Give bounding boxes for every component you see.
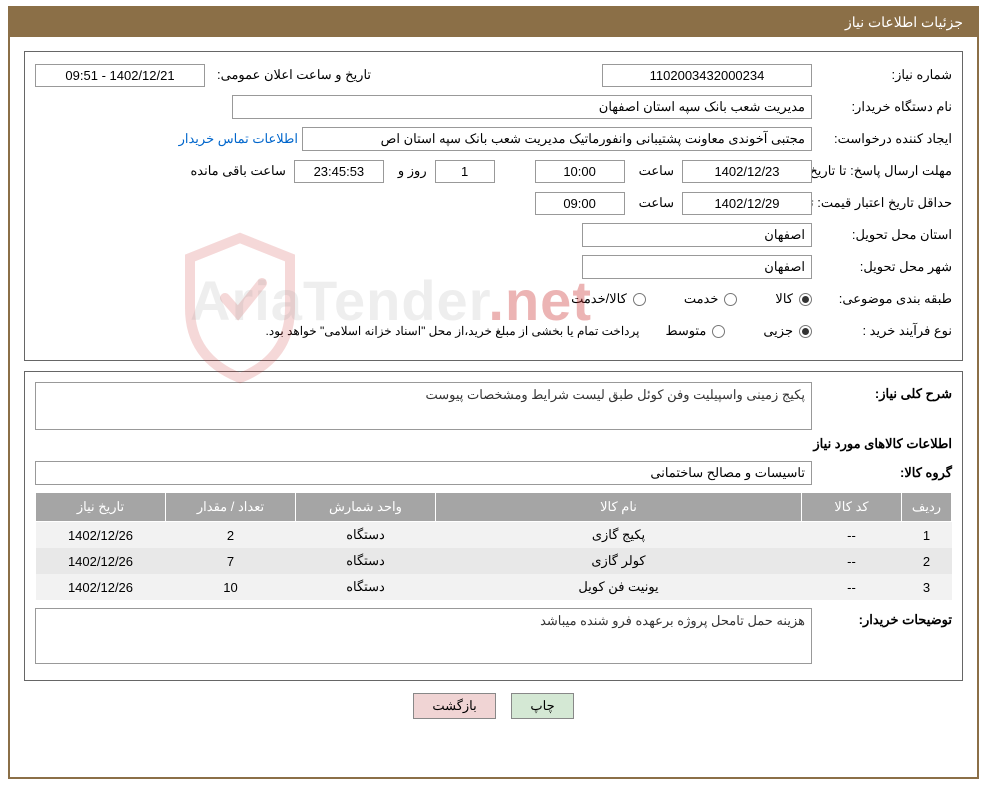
announce-label: تاریخ و ساعت اعلان عمومی: xyxy=(211,67,371,83)
province-label: استان محل تحویل: xyxy=(812,227,952,243)
cell-qty: 2 xyxy=(166,522,296,549)
content-area: شماره نیاز: 1102003432000234 تاریخ و ساع… xyxy=(10,37,977,733)
need-desc-text: پکیج زمینی واسپیلیت وفن کوئل طبق لیست شر… xyxy=(425,387,805,402)
radio-kala-khadamat-label: کالا/خدمت xyxy=(565,291,627,307)
buyer-note-label: توضیحات خریدار: xyxy=(812,608,952,628)
cell-date: 1402/12/26 xyxy=(36,548,166,574)
city-label: شهر محل تحویل: xyxy=(812,259,952,275)
validity-hour-value: 09:00 xyxy=(535,192,625,215)
radio-kala[interactable] xyxy=(799,293,812,306)
radio-kala-label: کالا xyxy=(769,291,793,307)
remaining-label: ساعت باقی مانده xyxy=(184,163,285,179)
days-left-value: 1 xyxy=(435,160,495,183)
row-deadline: مهلت ارسال پاسخ: تا تاریخ: 1402/12/23 سا… xyxy=(35,158,952,184)
th-code: کد کالا xyxy=(802,493,902,522)
row-org: نام دستگاه خریدار: مدیریت شعب بانک سپه ا… xyxy=(35,94,952,120)
requester-value: مجتبی آخوندی معاونت پشتیبانی وانفورماتیک… xyxy=(302,127,812,151)
province-value: اصفهان xyxy=(582,223,812,247)
group-value: تاسیسات و مصالح ساختمانی xyxy=(35,461,812,485)
cell-name: پکیج گازی xyxy=(436,522,802,549)
row-need-number: شماره نیاز: 1102003432000234 تاریخ و ساع… xyxy=(35,62,952,88)
group-label: گروه کالا: xyxy=(812,465,952,481)
deadline-hour-value: 10:00 xyxy=(535,160,625,183)
table-header-row: ردیف کد کالا نام کالا واحد شمارش تعداد /… xyxy=(36,493,952,522)
need-details-panel: شرح کلی نیاز: پکیج زمینی واسپیلیت وفن کو… xyxy=(24,371,963,681)
need-number-value: 1102003432000234 xyxy=(602,64,812,87)
row-city: شهر محل تحویل: اصفهان xyxy=(35,254,952,280)
table-row: 3 -- یونیت فن کویل دستگاه 10 1402/12/26 xyxy=(36,574,952,600)
need-desc-label: شرح کلی نیاز: xyxy=(812,382,952,402)
validity-date-value: 1402/12/29 xyxy=(682,192,812,215)
th-date: تاریخ نیاز xyxy=(36,493,166,522)
classification-label: طبقه بندی موضوعی: xyxy=(812,291,952,307)
back-button[interactable]: بازگشت xyxy=(413,693,495,719)
row-group: گروه کالا: تاسیسات و مصالح ساختمانی xyxy=(35,460,952,486)
purchase-type-radio-group: جزیی متوسط xyxy=(659,323,812,339)
need-number-label: شماره نیاز: xyxy=(812,67,952,83)
radio-khadamat[interactable] xyxy=(724,293,737,306)
cell-unit: دستگاه xyxy=(296,574,436,600)
print-button[interactable]: چاپ xyxy=(511,693,573,719)
cell-n: 1 xyxy=(902,522,952,549)
row-requester: ایجاد کننده درخواست: مجتبی آخوندی معاونت… xyxy=(35,126,952,152)
button-bar: چاپ بازگشت xyxy=(24,693,963,719)
radio-kala-khadamat[interactable] xyxy=(633,293,646,306)
cell-date: 1402/12/26 xyxy=(36,574,166,600)
validity-hour-label: ساعت xyxy=(633,195,674,211)
row-purchase-type: نوع فرآیند خرید : جزیی متوسط پرداخت تمام… xyxy=(35,318,952,344)
purchase-type-note: پرداخت تمام یا بخشی از مبلغ خرید،از محل … xyxy=(266,324,640,338)
table-row: 2 -- کولر گازی دستگاه 7 1402/12/26 xyxy=(36,548,952,574)
page-title: جزئیات اطلاعات نیاز xyxy=(845,14,963,30)
cell-unit: دستگاه xyxy=(296,522,436,549)
purchase-type-label: نوع فرآیند خرید : xyxy=(812,323,952,339)
org-value: مدیریت شعب بانک سپه استان اصفهان xyxy=(232,95,812,119)
cell-code: -- xyxy=(802,574,902,600)
cell-unit: دستگاه xyxy=(296,548,436,574)
radio-jozi[interactable] xyxy=(799,325,812,338)
validity-label: حداقل تاریخ اعتبار قیمت: تا تاریخ: xyxy=(812,195,952,211)
announce-value: 1402/12/21 - 09:51 xyxy=(35,64,205,87)
row-validity: حداقل تاریخ اعتبار قیمت: تا تاریخ: 1402/… xyxy=(35,190,952,216)
cell-code: -- xyxy=(802,548,902,574)
requester-label: ایجاد کننده درخواست: xyxy=(812,131,952,147)
main-frame: جزئیات اطلاعات نیاز شماره نیاز: 11020034… xyxy=(8,6,979,779)
city-value: اصفهان xyxy=(582,255,812,279)
classification-radio-group: کالا خدمت کالا/خدمت xyxy=(565,291,812,307)
cell-name: یونیت فن کویل xyxy=(436,574,802,600)
radio-motavaset[interactable] xyxy=(712,325,725,338)
cell-date: 1402/12/26 xyxy=(36,522,166,549)
radio-khadamat-label: خدمت xyxy=(678,291,719,307)
items-table: ردیف کد کالا نام کالا واحد شمارش تعداد /… xyxy=(35,492,952,600)
cell-name: کولر گازی xyxy=(436,548,802,574)
deadline-date-value: 1402/12/23 xyxy=(682,160,812,183)
table-row: 1 -- پکیج گازی دستگاه 2 1402/12/26 xyxy=(36,522,952,549)
buyer-note-textarea[interactable]: هزینه حمل تامحل پروژه برعهده فرو شنده می… xyxy=(35,608,812,664)
day-word: روز و xyxy=(392,163,427,179)
cell-qty: 10 xyxy=(166,574,296,600)
deadline-hour-label: ساعت xyxy=(633,163,674,179)
row-province: استان محل تحویل: اصفهان xyxy=(35,222,952,248)
org-label: نام دستگاه خریدار: xyxy=(812,99,952,115)
contact-buyer-link[interactable]: اطلاعات تماس خریدار xyxy=(179,131,298,147)
deadline-label: مهلت ارسال پاسخ: تا تاریخ: xyxy=(812,163,952,179)
cell-code: -- xyxy=(802,522,902,549)
items-section-title: اطلاعات کالاهای مورد نیاز xyxy=(35,436,952,452)
th-row: ردیف xyxy=(902,493,952,522)
row-classification: طبقه بندی موضوعی: کالا خدمت کالا/خدمت xyxy=(35,286,952,312)
info-panel: شماره نیاز: 1102003432000234 تاریخ و ساع… xyxy=(24,51,963,361)
th-name: نام کالا xyxy=(436,493,802,522)
radio-motavaset-label: متوسط xyxy=(659,323,706,339)
cell-n: 3 xyxy=(902,574,952,600)
cell-n: 2 xyxy=(902,548,952,574)
countdown-value: 23:45:53 xyxy=(294,160,384,183)
th-qty: تعداد / مقدار xyxy=(166,493,296,522)
row-buyer-note: توضیحات خریدار: هزینه حمل تامحل پروژه بر… xyxy=(35,608,952,664)
page-header: جزئیات اطلاعات نیاز xyxy=(10,8,977,37)
cell-qty: 7 xyxy=(166,548,296,574)
buyer-note-text: هزینه حمل تامحل پروژه برعهده فرو شنده می… xyxy=(540,613,805,628)
th-unit: واحد شمارش xyxy=(296,493,436,522)
need-desc-textarea[interactable]: پکیج زمینی واسپیلیت وفن کوئل طبق لیست شر… xyxy=(35,382,812,430)
row-need-desc: شرح کلی نیاز: پکیج زمینی واسپیلیت وفن کو… xyxy=(35,382,952,430)
radio-jozi-label: جزیی xyxy=(757,323,793,339)
